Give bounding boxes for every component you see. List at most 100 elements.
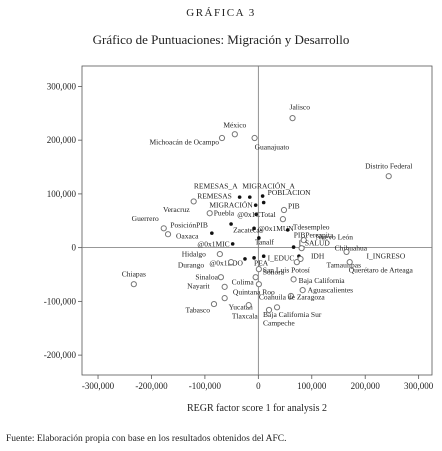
point-label: Chiapas — [122, 270, 146, 279]
point-label: San Luis Potosí — [263, 266, 310, 275]
point-label: Chihuahua — [335, 244, 368, 253]
chart-title: Gráfico de Puntuaciones: Migración y Des… — [93, 32, 350, 47]
point-label: @0x1EDO — [209, 258, 243, 267]
point — [252, 274, 259, 281]
point — [252, 226, 256, 231]
point — [210, 300, 218, 308]
point-label: I_EDUC — [268, 254, 295, 263]
point — [247, 195, 252, 199]
point — [237, 195, 242, 199]
point — [261, 254, 266, 259]
point-label: Tamaulipas — [327, 260, 362, 269]
point-label: Yucatán — [229, 303, 253, 312]
point — [216, 250, 223, 258]
x-tick-label: -200,000 — [135, 381, 168, 391]
point — [243, 257, 247, 261]
point — [273, 304, 281, 311]
point-label: Veracruz — [163, 205, 190, 214]
point — [257, 236, 261, 240]
point-label: Sinaloa — [195, 273, 218, 282]
point-label: Querétaro de Arteaga — [349, 266, 414, 275]
point — [290, 276, 297, 283]
point-label: Quintana Roo — [233, 288, 275, 297]
point-label: Guanajuato — [255, 143, 290, 152]
point — [385, 173, 392, 180]
x-tick-label: 200,000 — [351, 381, 381, 391]
point-label: Puebla — [214, 209, 235, 218]
point — [206, 210, 213, 217]
point-label: Nayarit — [187, 281, 210, 290]
point-label: Michoacán de Ocampo — [149, 138, 219, 147]
point-label: Tdesempleo — [293, 223, 330, 232]
point-label: Campeche — [263, 318, 295, 327]
point-label: REMESAS_A — [194, 182, 238, 191]
point-label: PEA — [254, 258, 269, 267]
point — [260, 194, 265, 198]
point — [280, 206, 288, 214]
source-note: Fuente: Elaboración propia con base en l… — [6, 434, 286, 444]
x-tick-label: 300,000 — [404, 381, 434, 391]
point — [130, 281, 137, 288]
y-tick-label: 0 — [72, 243, 77, 253]
point-label: Distrito Federal — [365, 162, 412, 171]
point — [343, 248, 350, 256]
point — [255, 266, 262, 273]
point-label: Coahuila de Zaragoza — [259, 293, 325, 302]
point-label: I_INGRESO — [367, 251, 406, 260]
y-tick-label: -200,000 — [44, 350, 77, 360]
point-label: PIBPercapita — [294, 230, 334, 239]
point — [218, 134, 226, 142]
point-label: Zacatecas — [233, 225, 263, 234]
point-label: Guerrero — [132, 214, 159, 223]
point — [190, 198, 197, 205]
point — [265, 306, 273, 314]
point — [227, 259, 235, 266]
point-label: @0x1MUN — [258, 224, 294, 233]
point-label: Tlaxcala — [232, 312, 258, 321]
point — [245, 302, 252, 309]
plot-frame — [81, 65, 433, 376]
point-label: @0x1MIC — [197, 239, 229, 248]
point — [231, 131, 238, 138]
point — [293, 259, 300, 266]
point-label: Nuevo León — [316, 233, 354, 242]
point — [230, 242, 235, 246]
point — [217, 274, 225, 281]
y-tick-label: -100,000 — [44, 296, 77, 306]
point-label: Tanalf — [255, 237, 275, 246]
point-label: Baja California Sur — [263, 310, 322, 319]
point-label: Oaxaca — [176, 232, 199, 241]
point-label: Durango — [178, 261, 204, 270]
point — [287, 292, 295, 300]
point — [164, 231, 172, 238]
point-label: MIGRACIÓN — [209, 200, 253, 210]
point — [160, 225, 167, 232]
point — [279, 216, 287, 223]
point — [221, 283, 228, 290]
point-label: Aguascalientes — [308, 286, 353, 295]
y-tick-label: 100,000 — [47, 189, 77, 199]
point — [255, 281, 262, 288]
point-label: México — [223, 121, 246, 130]
point-label: PIB — [288, 202, 300, 211]
point — [299, 286, 306, 294]
point — [251, 134, 258, 142]
point — [289, 115, 296, 122]
point-label: Tabasco — [186, 306, 211, 315]
point — [298, 245, 305, 252]
point — [291, 245, 296, 249]
point — [300, 237, 307, 244]
point-label: REMESAS — [197, 192, 232, 201]
point — [346, 259, 353, 266]
point-label: @0x1CTotal — [237, 210, 275, 219]
point-label: POBLACION — [268, 188, 312, 197]
point — [253, 203, 258, 207]
x-tick-label: -100,000 — [189, 381, 222, 391]
point-label: Jalisco — [290, 103, 311, 112]
x-tick-label: 100,000 — [297, 381, 327, 391]
point-label: I_SALUD — [299, 239, 331, 248]
point-label: PosiciónPIB — [170, 221, 208, 230]
point — [229, 222, 233, 226]
point — [297, 255, 304, 263]
